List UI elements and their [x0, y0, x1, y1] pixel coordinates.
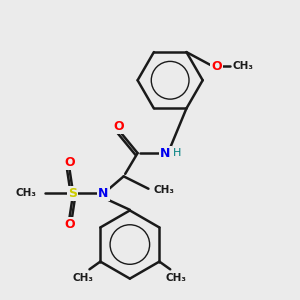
Text: CH₃: CH₃: [73, 273, 94, 284]
Text: N: N: [160, 147, 171, 160]
Text: O: O: [64, 218, 75, 231]
Text: CH₃: CH₃: [233, 61, 254, 71]
Text: H: H: [173, 148, 181, 158]
Text: S: S: [68, 187, 77, 200]
Text: CH₃: CH₃: [16, 188, 37, 198]
Text: N: N: [98, 187, 109, 200]
Text: CH₃: CH₃: [166, 273, 187, 284]
Text: CH₃: CH₃: [154, 185, 175, 195]
Text: O: O: [64, 156, 75, 169]
Text: O: O: [114, 120, 124, 133]
Text: O: O: [211, 60, 222, 73]
